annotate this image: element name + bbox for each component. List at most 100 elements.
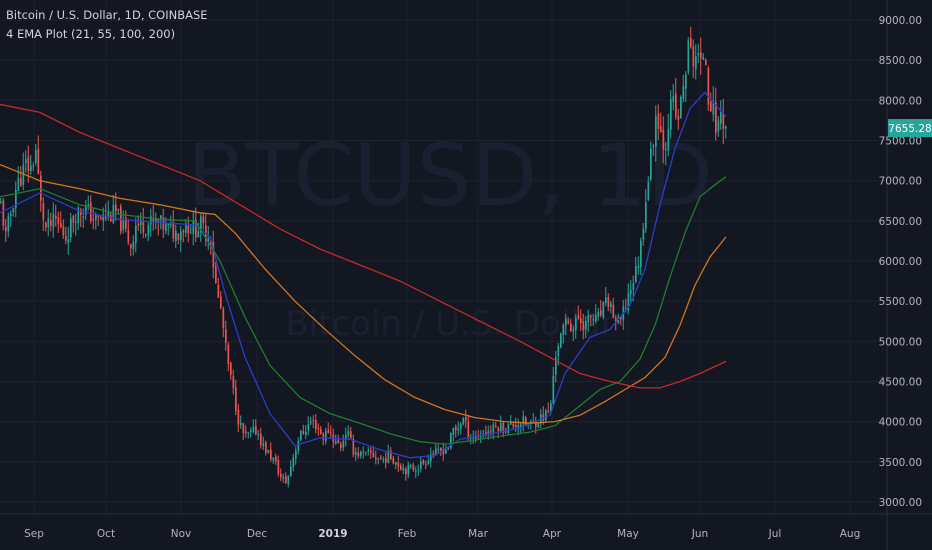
- candle: [610, 300, 612, 314]
- candle: [127, 218, 130, 246]
- candle: [665, 142, 667, 166]
- candle: [595, 304, 597, 324]
- y-tick-label: 8500.00: [879, 55, 922, 67]
- candle: [685, 71, 687, 103]
- candle: [602, 301, 605, 320]
- candle: [717, 116, 720, 137]
- candle: [192, 211, 195, 246]
- candle: [452, 427, 455, 442]
- candle: [70, 213, 72, 243]
- x-tick-label: Mar: [468, 528, 488, 540]
- candle: [245, 425, 247, 438]
- x-tick-label: Feb: [398, 528, 417, 540]
- candle: [272, 457, 275, 464]
- candle: [280, 468, 282, 482]
- candle: [405, 466, 407, 481]
- candle: [635, 256, 637, 284]
- candle: [565, 314, 567, 335]
- candle: [175, 224, 177, 249]
- candle: [172, 210, 175, 243]
- time-axis[interactable]: Sep Oct Nov Dec 2019 Feb Mar Apr May Jun Jul Aug: [24, 528, 860, 540]
- candle: [710, 92, 712, 112]
- candle: [570, 318, 572, 333]
- x-tick-label: 2019: [318, 528, 347, 540]
- candle: [667, 113, 670, 157]
- candle: [627, 283, 630, 315]
- candle: [277, 455, 280, 477]
- candle: [0, 197, 2, 204]
- candle: [312, 415, 315, 428]
- candle: [225, 320, 227, 351]
- candle: [207, 226, 210, 250]
- candle: [532, 413, 535, 423]
- candle: [247, 431, 250, 439]
- candle: [580, 309, 582, 331]
- candle: [92, 207, 95, 230]
- candle: [170, 215, 172, 229]
- candle: [510, 415, 512, 425]
- candle: [450, 432, 452, 450]
- candle: [325, 427, 327, 445]
- y-tick-label: 7000.00: [879, 176, 922, 188]
- candle: [35, 143, 37, 166]
- candle: [715, 87, 717, 141]
- candle: [47, 209, 50, 237]
- candle: [132, 235, 135, 256]
- candle: [462, 416, 465, 426]
- candle: [100, 216, 102, 221]
- candle: [250, 427, 252, 438]
- candle: [402, 463, 405, 475]
- candle: [75, 213, 77, 236]
- y-tick-label: 6000.00: [879, 256, 922, 268]
- candle: [112, 194, 115, 225]
- candle: [227, 342, 230, 372]
- candle: [705, 58, 707, 66]
- candle: [285, 472, 287, 485]
- candle: [687, 37, 690, 75]
- candle: [185, 219, 187, 237]
- candle: [607, 293, 610, 312]
- y-tick-label: 3500.00: [879, 457, 922, 469]
- candle: [582, 313, 585, 340]
- candle: [190, 224, 192, 234]
- candle: [157, 218, 160, 236]
- last-price-marker: 7655.28: [888, 119, 932, 138]
- candle: [335, 434, 337, 446]
- candle: [307, 416, 310, 436]
- candle: [592, 313, 595, 326]
- candle: [365, 451, 367, 456]
- candle: [605, 286, 607, 307]
- price-axis[interactable]: 9000.00 8500.00 8000.00 7500.00 7000.00 6500.…: [879, 15, 922, 509]
- candle: [352, 434, 355, 458]
- candle: [547, 402, 550, 414]
- candle: [180, 226, 182, 253]
- candle: [417, 464, 420, 477]
- indicator-title: 4 EMA Plot (21, 55, 100, 200): [6, 27, 176, 41]
- candle: [182, 228, 185, 243]
- candle: [495, 421, 497, 428]
- candle: [575, 314, 577, 339]
- candle: [652, 143, 655, 156]
- candle: [320, 425, 322, 435]
- candle: [517, 418, 520, 436]
- y-tick-label: 9000.00: [879, 15, 922, 27]
- candle: [212, 230, 215, 279]
- candle: [410, 463, 412, 469]
- candle: [390, 447, 392, 461]
- candle: [222, 306, 225, 338]
- candle: [360, 450, 362, 459]
- candle: [500, 415, 502, 434]
- x-tick-label: Jul: [768, 528, 782, 540]
- candle: [382, 456, 385, 464]
- candle: [322, 432, 325, 446]
- candle: [637, 256, 640, 275]
- candle: [232, 369, 235, 395]
- candle: [95, 212, 97, 230]
- candle: [90, 195, 92, 224]
- candle: [340, 441, 342, 452]
- candle: [287, 475, 290, 488]
- candle: [560, 332, 562, 349]
- candle: [657, 104, 660, 141]
